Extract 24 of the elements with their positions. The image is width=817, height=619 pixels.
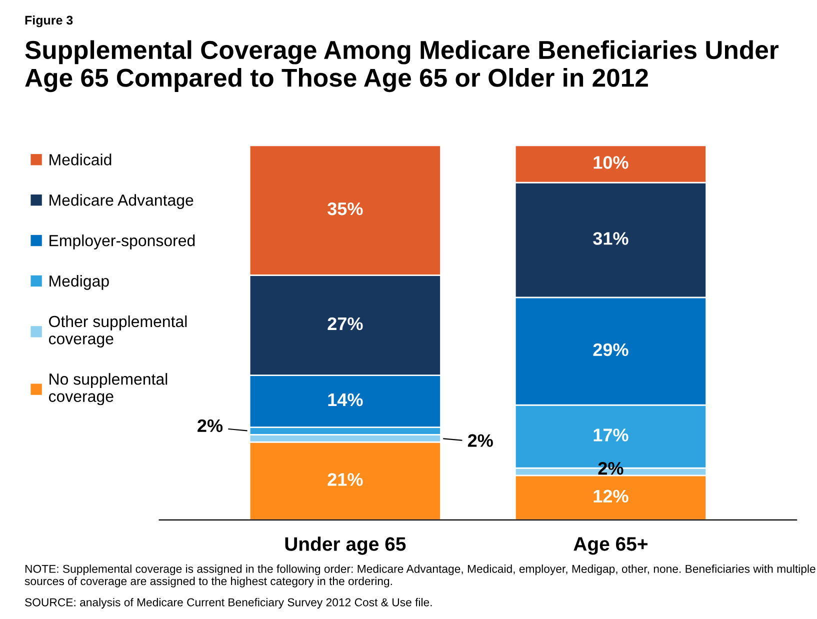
- legend-label: Medicaid: [50, 154, 112, 166]
- data-label: 2%: [598, 462, 624, 475]
- x-tick-label: Under age 65: [285, 536, 406, 555]
- data-label: 29%: [593, 343, 628, 356]
- caption: Figure 3: [25, 15, 73, 28]
- data-label: 17%: [594, 428, 628, 442]
- legend-label: Other supplemental coverage: [48, 315, 187, 348]
- text: NOTE: Supplemental coverage is assigned in the following order: Medicare Advantage, Medicaid, employer, Medigap, other, none. Beneficiaries with multiple sources of coverage are assigned to the highest category in the ordering.: [24, 564, 816, 588]
- source-note: SOURCE: analysis of Medicare Current Beneficiary Survey 2012 Cost & Use file.: [25, 598, 432, 609]
- data-label: 21%: [328, 473, 363, 486]
- data-label: 2%: [198, 419, 223, 432]
- legend-label: No supplemental coverage: [48, 373, 168, 406]
- legend-label: Medicare Advantage: [50, 194, 194, 209]
- chart-title: Supplemental Coverage Among Medicare Beneficiaries Under Age 65 Compared to Those Age 65 or Older in 2012: [25, 40, 779, 92]
- data-label: 31%: [593, 232, 628, 245]
- x-tick-label: Age 65+: [574, 537, 648, 555]
- data-label: 27%: [328, 317, 363, 330]
- data-label: 14%: [328, 393, 363, 406]
- legend-label: Medigap: [50, 274, 109, 290]
- data-label: 12%: [594, 490, 628, 503]
- legend-label: Employer-sponsored: [50, 234, 195, 250]
- data-label: 35%: [328, 202, 363, 216]
- data-label: 2%: [468, 434, 493, 447]
- data-label: 10%: [594, 156, 628, 169]
